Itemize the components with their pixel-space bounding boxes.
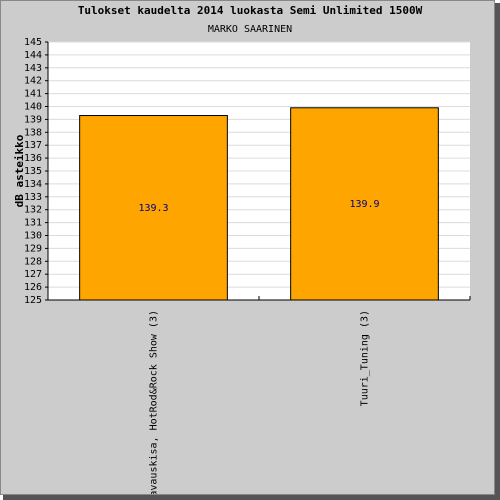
y-tick-label: 134: [24, 179, 42, 190]
y-tick-label: 143: [24, 63, 42, 74]
chart-title: Tulokset kaudelta 2014 luokasta Semi Unl…: [78, 4, 423, 17]
y-tick-label: 126: [24, 282, 42, 293]
value-label: 139.3: [138, 203, 168, 214]
y-tick-label: 135: [24, 166, 42, 177]
y-tick-label: 139: [24, 114, 42, 125]
y-tick-label: 125: [24, 295, 42, 306]
y-tick-label: 137: [24, 140, 42, 151]
y-tick-label: 127: [24, 269, 42, 280]
y-tick-label: 132: [24, 205, 42, 216]
y-tick-label: 131: [24, 218, 42, 229]
y-tick-label: 138: [24, 127, 42, 138]
y-tick-label: 142: [24, 76, 42, 87]
y-tick-label: 129: [24, 243, 42, 254]
bar: [290, 107, 439, 301]
y-tick-label: 140: [24, 102, 42, 113]
value-label: 139.9: [349, 199, 379, 210]
bar: [79, 115, 228, 301]
x-tick-label: Tuuri_Tuning (3): [360, 310, 371, 406]
y-axis-label: dB asteikko: [13, 134, 26, 207]
x-tick-label: avauskisa, HotRod&Rock Show (3): [149, 310, 160, 497]
y-tick-label: 144: [24, 50, 42, 61]
y-tick-label: 128: [24, 256, 42, 267]
y-tick-label: 130: [24, 231, 42, 242]
chart-subtitle: MARKO SAARINEN: [208, 24, 292, 35]
y-tick-label: 145: [24, 37, 42, 48]
y-tick-label: 141: [24, 89, 42, 100]
y-tick-label: 133: [24, 192, 42, 203]
y-tick-label: 136: [24, 153, 42, 164]
